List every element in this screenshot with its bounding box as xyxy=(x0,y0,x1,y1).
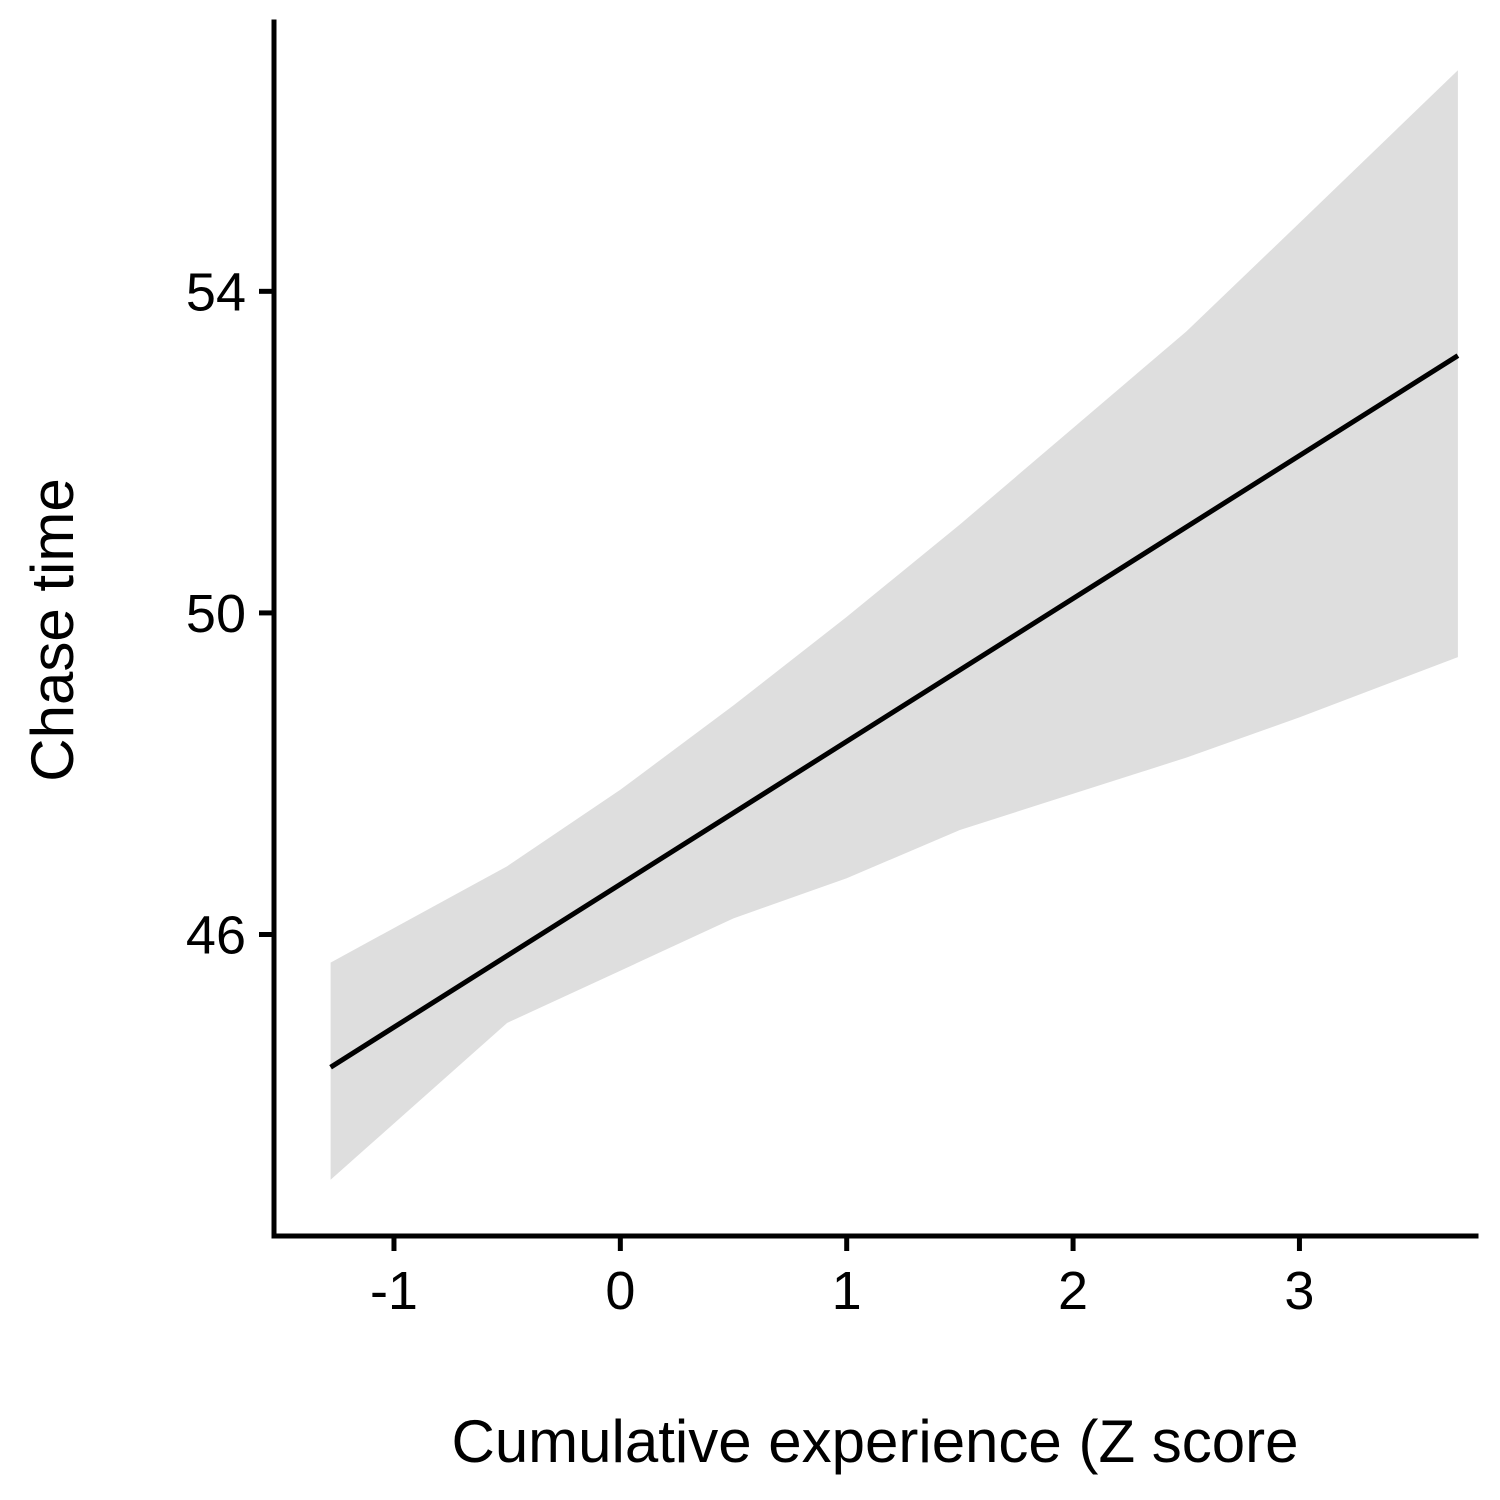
x-tick-label: 3 xyxy=(1284,1261,1314,1321)
x-tick-label: -1 xyxy=(370,1261,418,1321)
x-tick-label: 1 xyxy=(832,1261,862,1321)
confidence-band-layer xyxy=(330,70,1458,1180)
y-tick-label: 54 xyxy=(186,262,246,322)
series-line-layer xyxy=(329,353,1460,1070)
axes: -1 0 1 2 3 46 50 54 xyxy=(186,19,1479,1321)
confidence-band xyxy=(330,70,1458,1180)
y-tick-label: 50 xyxy=(186,584,246,644)
x-tick-label: 0 xyxy=(605,1261,635,1321)
y-tick-label: 46 xyxy=(186,906,246,966)
trend-line xyxy=(329,353,1460,1070)
y-axis-title: Chase time xyxy=(19,478,86,781)
x-tick-label: 2 xyxy=(1058,1261,1088,1321)
x-axis-title: Cumulative experience (Z score xyxy=(451,1408,1298,1475)
